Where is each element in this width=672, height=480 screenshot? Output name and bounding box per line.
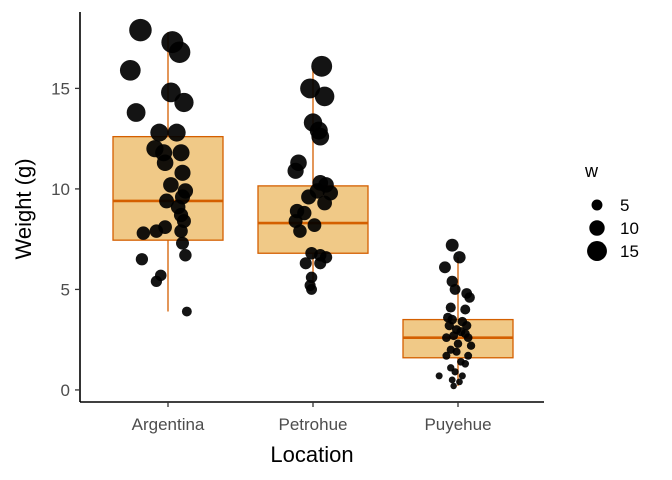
legend-key (589, 220, 605, 236)
data-point (172, 144, 190, 162)
data-point (439, 261, 451, 274)
data-point (317, 195, 332, 211)
data-point (136, 226, 151, 240)
x-axis-title: Location (270, 442, 353, 467)
points-layer (119, 18, 476, 390)
legend-label: 10 (620, 219, 639, 238)
data-point (444, 320, 454, 331)
data-point (159, 193, 174, 209)
data-point (464, 292, 475, 303)
data-point (168, 41, 191, 63)
data-point (450, 382, 457, 390)
data-point (314, 86, 335, 107)
data-point (314, 257, 327, 270)
legend-entries: 5 10 15 (587, 196, 639, 261)
data-point (461, 360, 470, 368)
legend-key (591, 199, 603, 211)
data-point (451, 368, 459, 376)
data-point (466, 341, 476, 350)
data-point (126, 103, 146, 122)
data-point (458, 372, 466, 380)
x-ticks: Argentina Petrohue Puyehue (132, 402, 492, 434)
y-tick-label: 10 (51, 180, 70, 199)
data-point (119, 59, 141, 81)
y-tick-label: 5 (61, 280, 70, 299)
data-point (449, 331, 459, 341)
data-point (287, 162, 304, 179)
y-axis-title: Weight (g) (11, 158, 36, 259)
legend-key (587, 241, 607, 261)
data-point (307, 218, 322, 232)
data-point (453, 251, 466, 264)
data-point (135, 253, 149, 266)
axes: 0 5 10 15 Argentina Petrohue Puyehue (51, 12, 544, 434)
data-point (150, 123, 169, 142)
data-point (306, 283, 317, 295)
data-point (174, 164, 191, 181)
data-point (311, 55, 333, 77)
data-point (174, 224, 188, 238)
data-point (167, 123, 186, 142)
legend: w 5 10 15 (584, 161, 639, 261)
y-ticks: 0 5 10 15 (51, 79, 80, 400)
data-point (163, 177, 179, 193)
data-point (463, 333, 473, 343)
data-point (464, 351, 473, 360)
data-point (300, 78, 321, 99)
y-tick-label: 0 (61, 381, 70, 400)
y-tick-label: 15 (51, 79, 70, 98)
data-point (176, 236, 189, 250)
data-point (293, 224, 307, 238)
data-point (174, 92, 194, 113)
data-point (460, 304, 471, 315)
data-point (452, 347, 461, 356)
data-point (449, 283, 461, 295)
data-point (311, 127, 330, 146)
data-point (445, 238, 459, 252)
legend-title: w (584, 161, 599, 181)
data-point (149, 224, 164, 238)
data-point (179, 249, 192, 262)
data-point (462, 320, 472, 331)
data-point (129, 18, 152, 42)
data-point (299, 257, 312, 270)
x-tick-label: Puyehue (424, 415, 491, 434)
data-point (150, 275, 163, 288)
data-point (445, 302, 456, 313)
legend-label: 15 (620, 242, 639, 261)
plot-area (112, 18, 514, 390)
legend-label: 5 (620, 196, 629, 215)
data-point (435, 372, 443, 380)
data-point (181, 306, 192, 317)
x-tick-label: Argentina (132, 415, 205, 434)
data-point (456, 378, 463, 386)
data-point (156, 154, 174, 172)
x-tick-label: Petrohue (279, 415, 348, 434)
data-point (301, 189, 317, 205)
data-point (453, 339, 463, 348)
data-point (442, 351, 451, 360)
data-point (442, 333, 451, 343)
data-point (448, 376, 456, 384)
